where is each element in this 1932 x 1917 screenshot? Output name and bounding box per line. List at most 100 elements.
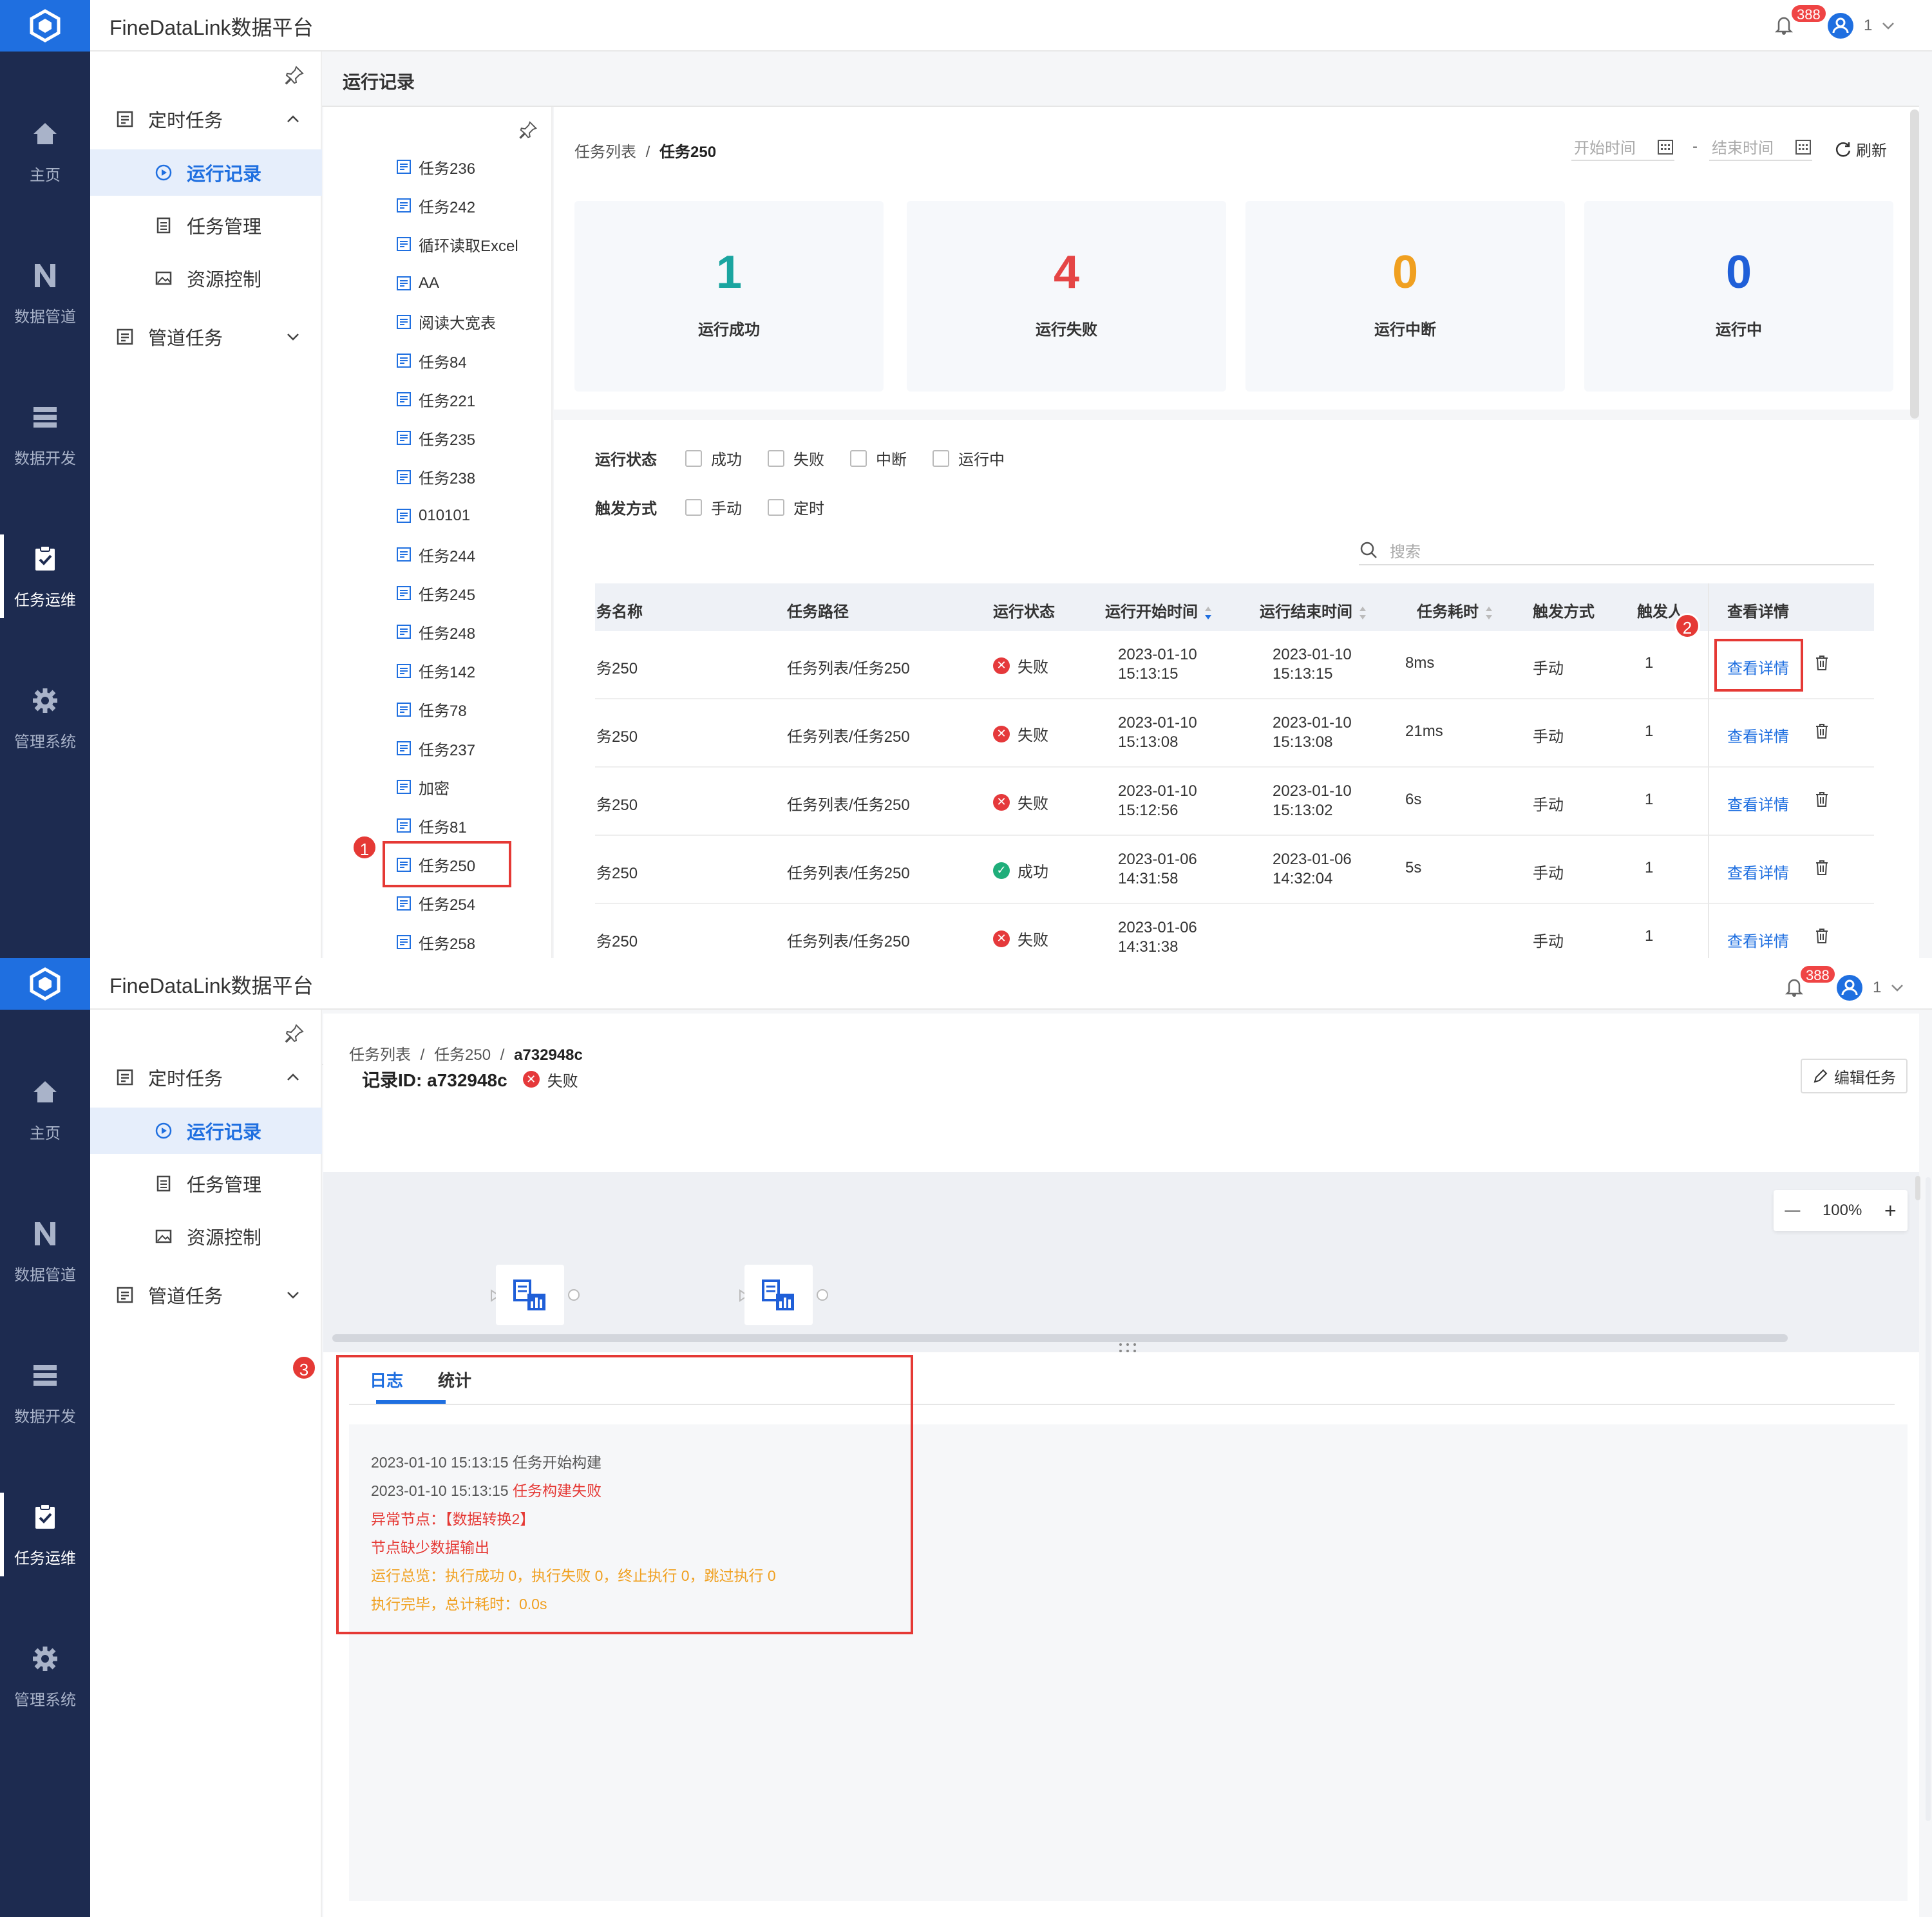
app-logo[interactable] [0, 958, 90, 1010]
tree-item[interactable]: 任务250 [395, 849, 475, 881]
refresh-button[interactable]: 刷新 [1834, 138, 1887, 160]
view-detail-link[interactable]: 查看详情 [1727, 797, 1789, 814]
checkbox-box[interactable] [685, 449, 702, 467]
nav-task-ops[interactable]: 任务运维 [0, 1473, 90, 1596]
breadcrumb-task[interactable]: 任务250 [434, 1046, 491, 1064]
nav-data-dev[interactable]: 数据开发 [0, 373, 90, 496]
view-detail-link[interactable]: 查看详情 [1727, 660, 1789, 677]
tree-item[interactable]: 任务245 [395, 577, 475, 609]
menu-item-resource-control[interactable]: 资源控制 [90, 255, 322, 301]
end-time-input[interactable]: 结束时间 [1709, 135, 1812, 161]
vertical-scrollbar[interactable] [1910, 109, 1919, 419]
tree-item[interactable]: 任务235 [395, 422, 475, 454]
view-detail-link[interactable]: 查看详情 [1727, 865, 1789, 882]
checkbox-box[interactable] [850, 449, 867, 467]
checkbox[interactable]: 成功 [685, 447, 742, 469]
tree-item[interactable]: 阅读大宽表 [395, 306, 496, 338]
bell-icon[interactable] [1783, 975, 1806, 998]
tree-item[interactable]: 任务248 [395, 616, 475, 648]
view-detail-link[interactable]: 查看详情 [1727, 933, 1789, 950]
canvas-vertical-scrollbar[interactable] [1915, 1176, 1920, 1200]
checkbox[interactable]: 失败 [768, 447, 824, 469]
avatar[interactable] [1828, 13, 1853, 39]
resize-handle-icon[interactable] [1118, 1342, 1137, 1354]
checkbox[interactable]: 定时 [768, 496, 824, 518]
checkbox[interactable]: 手动 [685, 496, 742, 518]
trash-icon[interactable] [1812, 721, 1832, 741]
nav-home[interactable]: 主页 [0, 1048, 90, 1171]
checkbox-box[interactable] [768, 449, 784, 467]
menu-item-task-management[interactable]: 任务管理 [90, 202, 322, 249]
out-port[interactable] [817, 1289, 828, 1301]
menu-item-resource-control[interactable]: 资源控制 [90, 1213, 322, 1260]
trash-icon[interactable] [1812, 858, 1832, 877]
flow-node-2[interactable] [744, 1265, 813, 1325]
nav-data-dev[interactable]: 数据开发 [0, 1332, 90, 1454]
tree-item[interactable]: 任务254 [395, 887, 475, 920]
menu-group-scheduled[interactable]: 定时任务 [116, 1055, 316, 1100]
out-port[interactable] [568, 1289, 580, 1301]
tree-item[interactable]: 任务258 [395, 926, 475, 958]
flow-canvas[interactable]: — 100% + [323, 1172, 1920, 1354]
app-logo[interactable] [0, 0, 90, 52]
tree-item[interactable]: 任务236 [395, 151, 475, 183]
col-duration[interactable]: 任务耗时 [1417, 599, 1495, 621]
zoom-out-button[interactable]: — [1785, 1202, 1801, 1219]
menu-group-pipeline[interactable]: 管道任务 [116, 1272, 316, 1317]
tree-item[interactable]: 任务78 [395, 694, 467, 726]
checkbox-box[interactable] [685, 498, 702, 516]
trash-icon[interactable] [1812, 789, 1832, 809]
tree-item[interactable]: 010101 [395, 500, 470, 532]
tab-stats[interactable]: 统计 [438, 1371, 472, 1390]
user-name[interactable]: 1 [1873, 979, 1882, 996]
flow-node-1[interactable] [496, 1265, 564, 1325]
tree-item[interactable]: 任务221 [395, 383, 475, 415]
menu-group-scheduled[interactable]: 定时任务 [116, 97, 316, 142]
page-vertical-scrollbar[interactable] [1926, 1177, 1931, 1821]
menu-item-task-management[interactable]: 任务管理 [90, 1160, 322, 1207]
tab-log[interactable]: 日志 [370, 1371, 404, 1390]
start-time-input[interactable]: 开始时间 [1571, 135, 1674, 161]
tree-item[interactable]: 加密 [395, 771, 450, 803]
checkbox-box[interactable] [768, 498, 784, 516]
nav-data-pipeline[interactable]: 数据管道 [0, 232, 90, 354]
tree-item[interactable]: 循环读取Excel [395, 228, 518, 260]
user-name[interactable]: 1 [1864, 17, 1873, 34]
trash-icon[interactable] [1812, 653, 1832, 672]
breadcrumb-root[interactable]: 任务列表 [349, 1046, 411, 1064]
edit-task-button[interactable]: 编辑任务 [1801, 1059, 1908, 1093]
trash-icon[interactable] [1812, 926, 1832, 945]
zoom-in-button[interactable]: + [1884, 1198, 1897, 1222]
checkbox[interactable]: 中断 [850, 447, 907, 469]
view-detail-link[interactable]: 查看详情 [1727, 728, 1789, 746]
pin-icon[interactable] [518, 120, 538, 140]
checkbox-box[interactable] [933, 449, 949, 467]
nav-task-ops[interactable]: 任务运维 [0, 515, 90, 637]
chevron-down-icon[interactable] [1879, 17, 1897, 35]
tree-item[interactable]: 任务237 [395, 732, 475, 764]
nav-admin[interactable]: 管理系统 [0, 657, 90, 779]
breadcrumb-root[interactable]: 任务列表 [574, 144, 636, 161]
bell-icon[interactable] [1772, 13, 1795, 36]
nav-admin[interactable]: 管理系统 [0, 1615, 90, 1737]
pin-icon[interactable] [283, 64, 305, 86]
col-end-time[interactable]: 运行结束时间 [1260, 599, 1368, 621]
chevron-down-icon[interactable] [1888, 979, 1906, 997]
menu-item-run-records[interactable]: 运行记录 [90, 1108, 322, 1154]
search-input[interactable]: 搜索 [1359, 536, 1874, 565]
tree-item[interactable]: 任务244 [395, 538, 475, 571]
nav-home[interactable]: 主页 [0, 90, 90, 212]
tree-item[interactable]: 任务142 [395, 655, 475, 687]
tree-item[interactable]: 任务84 [395, 345, 467, 377]
nav-data-pipeline[interactable]: 数据管道 [0, 1190, 90, 1312]
tree-item[interactable]: AA [395, 267, 439, 299]
canvas-horizontal-scrollbar[interactable] [332, 1334, 1788, 1342]
checkbox[interactable]: 运行中 [933, 447, 1005, 469]
col-start-time[interactable]: 运行开始时间 [1105, 599, 1214, 621]
tree-item[interactable]: 任务238 [395, 461, 475, 493]
pin-icon[interactable] [283, 1023, 305, 1044]
avatar[interactable] [1837, 975, 1862, 1001]
tree-item[interactable]: 任务81 [395, 809, 467, 842]
menu-item-run-records[interactable]: 运行记录 [90, 149, 322, 196]
tree-item[interactable]: 任务242 [395, 189, 475, 222]
